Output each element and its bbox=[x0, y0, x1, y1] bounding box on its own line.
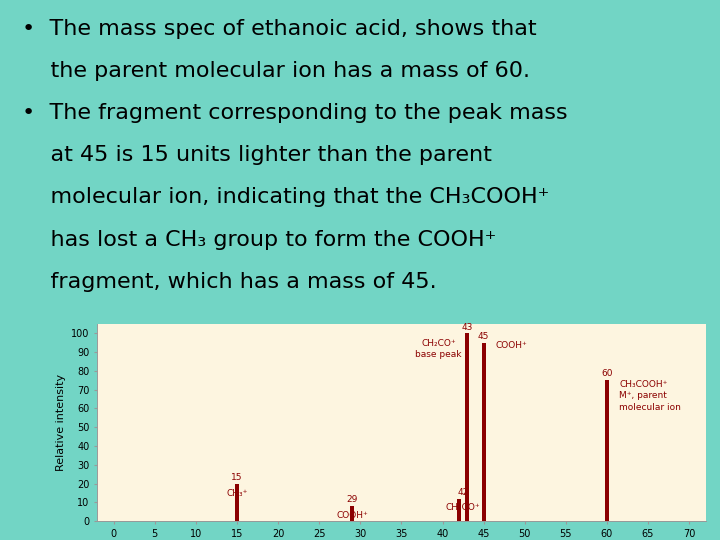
Text: •  The mass spec of ethanoic acid, shows that: • The mass spec of ethanoic acid, shows … bbox=[22, 19, 536, 39]
Text: 45: 45 bbox=[478, 332, 490, 341]
Text: the parent molecular ion has a mass of 60.: the parent molecular ion has a mass of 6… bbox=[22, 61, 530, 81]
Text: CH₃⁺: CH₃⁺ bbox=[226, 489, 248, 498]
Text: 42: 42 bbox=[457, 488, 469, 497]
Y-axis label: Relative intensity: Relative intensity bbox=[55, 374, 66, 471]
Text: fragment, which has a mass of 45.: fragment, which has a mass of 45. bbox=[22, 272, 436, 292]
Bar bbox=[350, 506, 354, 521]
Bar bbox=[465, 333, 469, 521]
Text: molecular ion, indicating that the CH₃COOH⁺: molecular ion, indicating that the CH₃CO… bbox=[22, 187, 549, 207]
Text: at 45 is 15 units lighter than the parent: at 45 is 15 units lighter than the paren… bbox=[22, 145, 492, 165]
Bar bbox=[457, 498, 461, 521]
Text: 43: 43 bbox=[462, 322, 473, 332]
Text: COOH⁺: COOH⁺ bbox=[336, 511, 368, 520]
Bar bbox=[605, 380, 609, 521]
Text: •  The fragment corresponding to the peak mass: • The fragment corresponding to the peak… bbox=[22, 103, 567, 123]
Text: CH₂CO⁺: CH₂CO⁺ bbox=[446, 503, 480, 512]
Text: has lost a CH₃ group to form the COOH⁺: has lost a CH₃ group to form the COOH⁺ bbox=[22, 230, 496, 249]
Text: 60: 60 bbox=[601, 369, 613, 379]
Text: COOH⁺: COOH⁺ bbox=[496, 341, 528, 350]
Text: 29: 29 bbox=[346, 495, 358, 504]
Bar bbox=[482, 343, 486, 521]
Text: 15: 15 bbox=[231, 472, 243, 482]
Text: CH₂CO⁺
base peak: CH₂CO⁺ base peak bbox=[415, 339, 462, 359]
Bar bbox=[235, 483, 239, 521]
Text: CH₃COOH⁺
M⁺, parent
molecular ion: CH₃COOH⁺ M⁺, parent molecular ion bbox=[619, 380, 681, 411]
